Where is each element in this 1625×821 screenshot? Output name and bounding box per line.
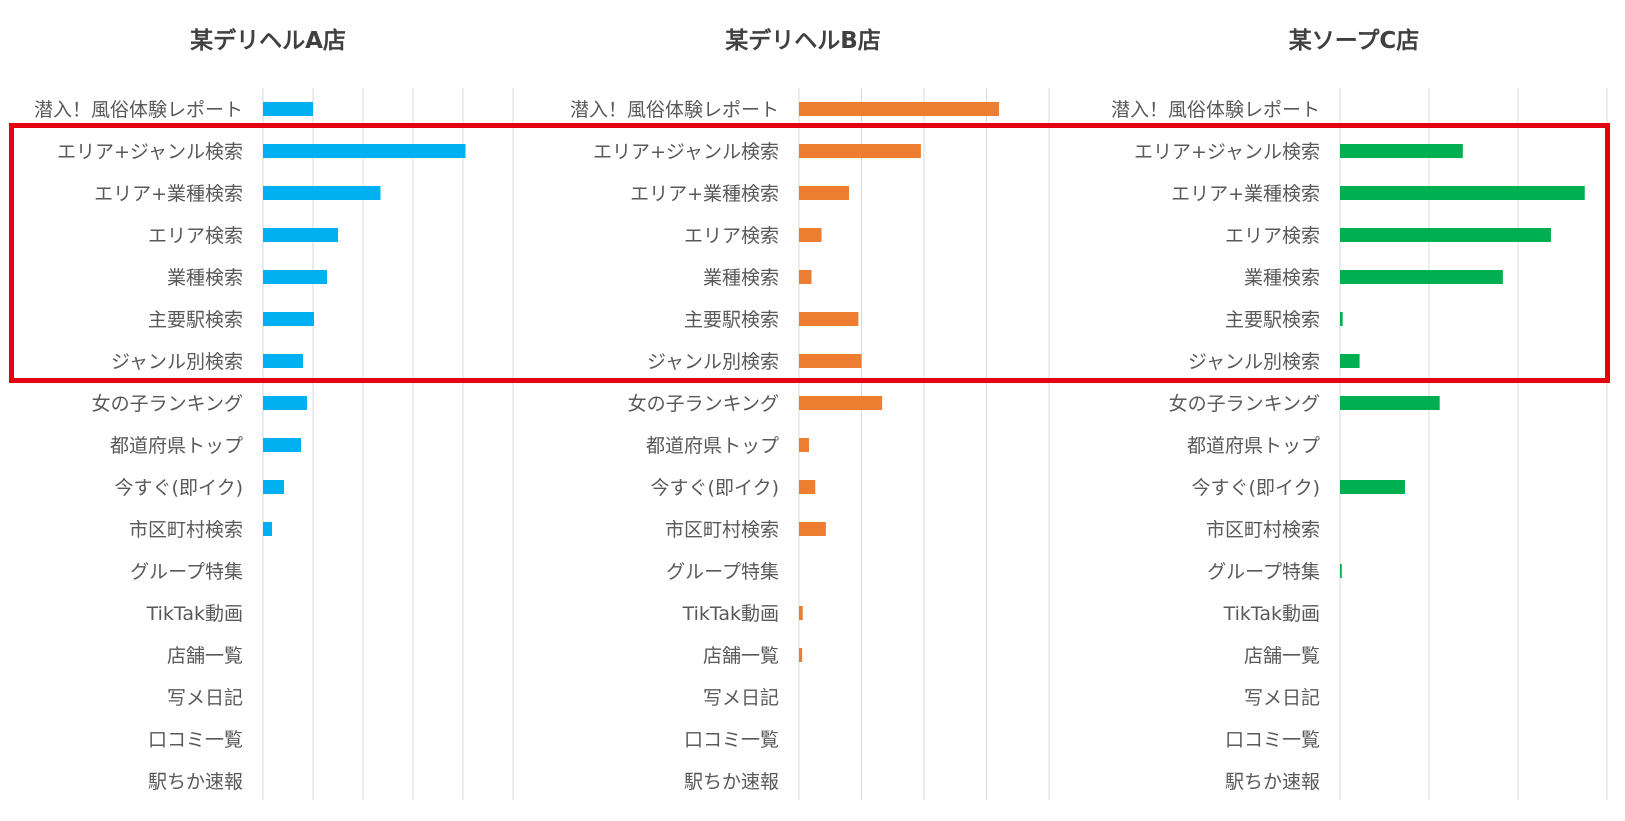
category-label: 店舗一覧 [167,645,243,667]
category-label: 口コミ一覧 [1225,729,1320,751]
category-label: 女の子ランキング [628,393,779,415]
category-label: 写メ日記 [1244,687,1320,709]
category-label: 写メ日記 [703,687,779,709]
bar [799,354,862,368]
bar [1340,228,1551,242]
category-label: 潜入！風俗体験レポート [34,99,243,121]
category-label: エリア+業種検索 [630,183,779,205]
category-label: エリア検索 [148,225,243,247]
category-label: ジャンル別検索 [647,351,779,373]
bar [263,312,314,326]
bar [1340,144,1463,158]
category-label: 業種検索 [167,267,243,289]
category-label: 店舗一覧 [703,645,779,667]
category-label: 都道府県トップ [110,435,243,457]
category-label: 業種検索 [1244,267,1320,289]
bar [1340,312,1343,326]
bar [1340,480,1405,494]
category-label: エリア+ジャンル検索 [593,141,779,163]
bar [263,228,338,242]
bar [799,228,822,242]
bar [799,606,803,620]
category-label: 市区町村検索 [1206,519,1320,541]
category-label: 今すぐ(即イク) [1192,477,1320,499]
bar [1340,270,1503,284]
category-label: 都道府県トップ [1187,435,1320,457]
bar [799,438,809,452]
category-label: エリア+業種検索 [1171,183,1320,205]
category-label: 潜入！風俗体験レポート [1111,99,1320,121]
bar [799,396,883,410]
category-label: エリア検索 [684,225,779,247]
category-label: 市区町村検索 [665,519,779,541]
category-label: TikTak動画 [1223,603,1320,625]
category-label: エリア+ジャンル検索 [57,141,243,163]
category-label: 都道府県トップ [646,435,779,457]
bar [1340,564,1342,578]
bar [799,648,803,662]
category-label: 主要駅検索 [148,309,243,331]
bar [263,480,284,494]
bar [799,270,812,284]
category-label: エリア+ジャンル検索 [1134,141,1320,163]
category-label: 女の子ランキング [92,393,243,415]
category-label: エリア検索 [1225,225,1320,247]
category-label: 駅ちか速報 [148,771,243,793]
category-label: 今すぐ(即イク) [115,477,243,499]
bar [263,144,466,158]
bar [263,186,381,200]
bar [263,438,301,452]
bar [799,522,826,536]
bar [1340,354,1360,368]
category-label: 女の子ランキング [1169,393,1320,415]
bar [799,186,849,200]
bar [263,354,303,368]
bar [263,396,307,410]
category-label: 駅ちか速報 [684,771,779,793]
category-label: エリア+業種検索 [94,183,243,205]
category-label: TikTak動画 [682,603,779,625]
bar [799,102,999,116]
category-label: TikTak動画 [146,603,243,625]
chart-title: 某デリヘルB店 [725,27,881,54]
category-label: 店舗一覧 [1244,645,1320,667]
bar [263,270,327,284]
bar [799,312,859,326]
chart-title: 某ソープC店 [1289,27,1420,54]
category-label: 口コミ一覧 [684,729,779,751]
category-label: 口コミ一覧 [148,729,243,751]
category-label: 今すぐ(即イク) [651,477,779,499]
category-label: 駅ちか速報 [1225,771,1320,793]
category-label: 市区町村検索 [129,519,243,541]
bar [263,522,272,536]
category-label: グループ特集 [1207,561,1320,583]
category-label: グループ特集 [130,561,243,583]
category-label: 写メ日記 [167,687,243,709]
category-label: 主要駅検索 [684,309,779,331]
bar [1340,186,1585,200]
category-label: ジャンル別検索 [1188,351,1320,373]
bar [799,480,816,494]
chart-title: 某デリヘルA店 [190,27,346,54]
category-label: 主要駅検索 [1225,309,1320,331]
bar [1340,396,1440,410]
category-label: 潜入！風俗体験レポート [570,99,779,121]
category-label: グループ特集 [666,561,779,583]
bar [799,144,921,158]
category-label: ジャンル別検索 [111,351,243,373]
bar [263,102,313,116]
category-label: 業種検索 [703,267,779,289]
